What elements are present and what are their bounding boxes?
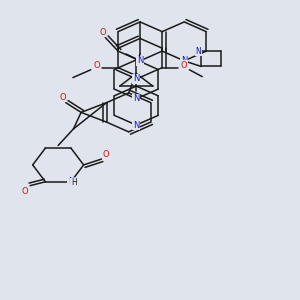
Text: O: O bbox=[21, 187, 28, 196]
Text: N: N bbox=[137, 56, 143, 65]
Text: O: O bbox=[102, 150, 109, 159]
Text: O: O bbox=[60, 93, 66, 102]
Text: O: O bbox=[93, 61, 100, 70]
Text: N: N bbox=[133, 94, 140, 103]
Text: O: O bbox=[99, 28, 106, 37]
Text: N: N bbox=[133, 74, 140, 83]
Text: N: N bbox=[133, 121, 140, 130]
Text: N: N bbox=[181, 56, 188, 65]
Text: H: H bbox=[71, 178, 76, 187]
Text: N: N bbox=[68, 177, 74, 186]
Text: O: O bbox=[181, 61, 187, 70]
Text: N: N bbox=[195, 47, 201, 56]
